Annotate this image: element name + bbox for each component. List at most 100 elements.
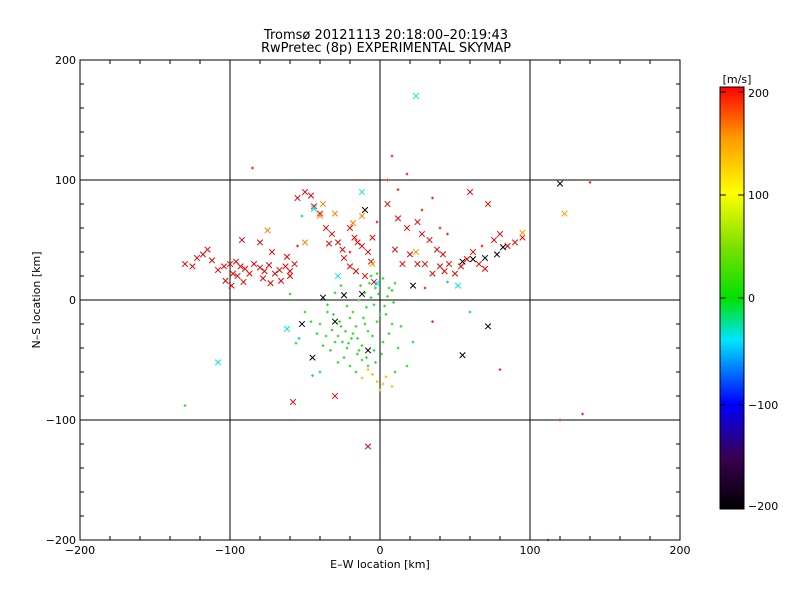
data-point-x <box>496 230 504 238</box>
x-stroke <box>340 254 348 262</box>
x-stroke <box>414 218 421 226</box>
x-stroke <box>384 200 391 208</box>
data-point-x <box>310 205 318 212</box>
y-tick-label: 0 <box>69 294 76 307</box>
data-point-dot <box>363 322 367 326</box>
data-point-dot <box>374 361 377 364</box>
chart-subtitle: RwPretec (8p) EXPERIMENTAL SKYMAP <box>261 41 511 56</box>
data-point-dot <box>359 284 362 287</box>
data-point-dot <box>387 332 391 335</box>
x-stroke <box>349 220 357 227</box>
data-point-dot <box>384 313 388 316</box>
x-stroke <box>267 280 274 287</box>
data-point-x <box>214 359 222 366</box>
data-point-x <box>469 256 477 263</box>
data-point-dot <box>380 352 383 356</box>
data-point-x <box>451 270 459 277</box>
x-stroke <box>264 227 271 234</box>
axis-ticks <box>79 59 681 541</box>
x-stroke <box>328 230 336 238</box>
data-point-dot <box>342 356 346 359</box>
x-stroke <box>316 212 324 220</box>
data-point-dot <box>345 304 349 308</box>
data-point-dot <box>362 316 365 320</box>
data-point-dot <box>375 320 379 323</box>
data-point-dot <box>468 310 472 314</box>
data-point-dot <box>375 220 379 224</box>
data-point-x <box>364 248 372 256</box>
x-stroke <box>226 260 234 268</box>
data-point-dot <box>345 346 349 350</box>
data-point-x <box>459 352 466 359</box>
data-point-dot <box>372 349 376 352</box>
x-tick-label: 0 <box>377 544 384 557</box>
x-stroke <box>331 392 339 400</box>
data-point-x <box>322 224 330 232</box>
data-point-x <box>283 325 291 332</box>
data-point-dot <box>351 310 355 314</box>
data-point-x <box>340 254 348 262</box>
data-point-dot <box>381 340 385 344</box>
data-point-x <box>556 180 564 187</box>
data-point-dot <box>392 301 395 304</box>
x-stroke <box>283 253 291 260</box>
y-tick-label: −100 <box>46 414 76 427</box>
x-stroke <box>484 323 492 330</box>
x-stroke <box>439 251 447 258</box>
x-stroke <box>469 248 477 256</box>
data-point-dot <box>348 250 352 254</box>
data-point-dot <box>390 385 394 388</box>
x-stroke <box>309 354 316 361</box>
data-points <box>181 92 592 542</box>
y-tick-label: 200 <box>55 54 76 67</box>
x-stroke <box>406 251 414 258</box>
data-point-x <box>439 251 447 258</box>
x-stroke <box>454 282 462 289</box>
data-point-dot <box>297 337 301 340</box>
data-point-dot <box>365 356 368 359</box>
x-stroke <box>346 224 354 232</box>
data-point-x <box>358 212 366 220</box>
data-point-dot <box>369 296 373 299</box>
y-axis-label: N–S location [km] <box>30 251 43 348</box>
data-point-x <box>319 294 327 301</box>
x-stroke <box>325 240 333 247</box>
data-point-x <box>246 270 253 277</box>
data-point-dot <box>387 286 391 290</box>
data-point-x <box>459 258 466 265</box>
data-point-x <box>250 260 258 268</box>
data-point-dot <box>386 178 389 182</box>
data-point-dot <box>350 337 353 340</box>
x-stroke <box>307 192 315 199</box>
x-stroke <box>240 278 247 286</box>
y-tick-label: 100 <box>55 174 76 187</box>
data-point-x <box>309 354 316 361</box>
data-point-x <box>481 254 489 262</box>
data-point-x <box>391 246 399 253</box>
data-point-x <box>289 398 297 406</box>
x-stroke <box>238 236 246 244</box>
x-stroke <box>208 257 216 264</box>
data-point-dot <box>390 289 394 292</box>
x-stroke <box>316 210 324 217</box>
data-point-x <box>181 260 189 268</box>
colorbar-tick-label: −200 <box>748 500 778 513</box>
x-stroke <box>222 277 229 284</box>
data-point-x <box>291 260 298 268</box>
x-stroke <box>436 263 444 270</box>
data-point-x <box>316 210 324 217</box>
x-stroke <box>301 188 309 196</box>
data-point-dot <box>498 368 502 371</box>
x-stroke <box>261 268 268 275</box>
x-stroke <box>481 254 489 262</box>
data-point-x <box>267 280 274 287</box>
x-stroke <box>469 256 477 263</box>
data-point-dot <box>309 320 313 323</box>
data-point-x <box>412 248 420 256</box>
colorbar: [m/s] 200 100 0 −100 −200 <box>719 73 778 513</box>
x-stroke <box>484 200 492 208</box>
x-stroke <box>361 206 369 214</box>
data-point-x <box>358 290 366 298</box>
x-stroke <box>451 270 459 277</box>
data-point-x <box>361 206 369 214</box>
